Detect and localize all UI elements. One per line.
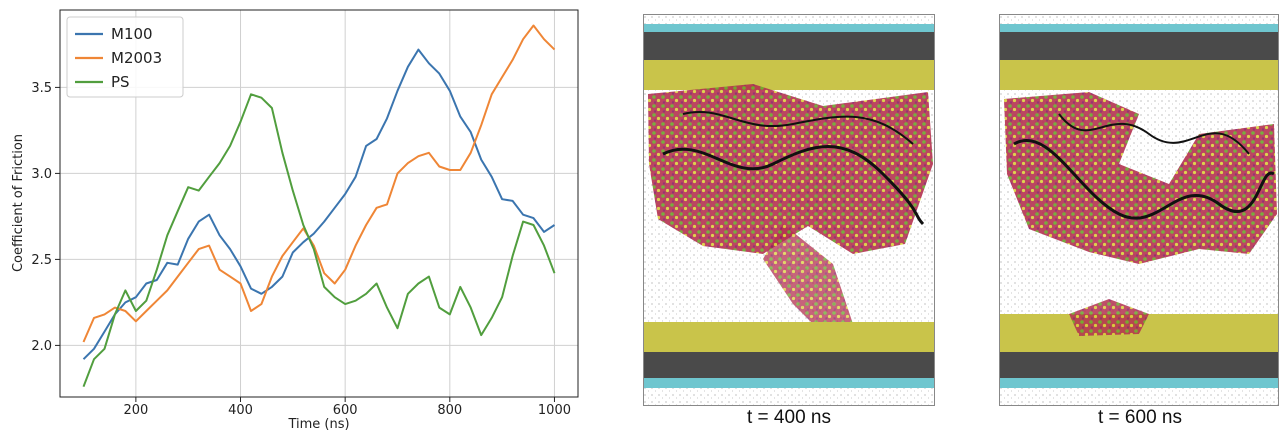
polymer-chain-black-2	[1058, 113, 1250, 155]
polymer-cluster	[1004, 92, 1277, 264]
polymer-chain-black-2	[682, 110, 914, 145]
bottom-surface-layer	[999, 378, 1279, 388]
bottom-surface-layer	[643, 378, 935, 388]
polymer-cluster	[648, 84, 933, 254]
legend-label-ps: PS	[111, 73, 130, 91]
series-line-m2003	[82, 24, 556, 343]
top-additive-layer	[643, 60, 935, 90]
x-axis-label: Time (ns)	[287, 417, 349, 431]
plot-frame	[59, 9, 579, 398]
top-surface-layer	[643, 24, 935, 32]
series-line-ps	[82, 93, 556, 388]
legend-label-m2003: M2003	[111, 49, 162, 67]
y-axis-label: Coefficient of Friction	[11, 134, 26, 272]
x-tick-label: 600	[333, 403, 358, 418]
bottom-cluster	[1069, 299, 1149, 336]
top-additive-layer	[999, 60, 1279, 90]
snapshot-600ns	[999, 14, 1279, 406]
simulation-box	[643, 14, 935, 406]
axis-ticks: 200 400 600 800 1000 2.0 2.5 3.0 3.5	[31, 81, 571, 418]
snapshot-400ns	[643, 14, 935, 406]
x-tick-label: 800	[437, 403, 462, 418]
legend: M100 M2003 PS	[66, 16, 184, 98]
legend-box	[66, 16, 184, 98]
x-tick-label: 400	[228, 403, 253, 418]
polymer-chain-black	[662, 145, 925, 226]
top-chain-layer	[999, 32, 1279, 60]
series-layer	[82, 24, 556, 388]
snapshot-caption-400ns: t = 400 ns	[747, 407, 831, 428]
y-tick-label: 2.0	[31, 339, 52, 354]
top-surface-layer	[999, 24, 1279, 32]
polymer-bridge	[763, 224, 853, 334]
legend-label-m100: M100	[111, 25, 153, 43]
bottom-chain-layer	[643, 352, 935, 378]
chart-grid	[60, 10, 578, 397]
bottom-chain-layer	[999, 352, 1279, 378]
x-tick-label: 200	[123, 403, 148, 418]
y-tick-label: 2.5	[31, 253, 52, 268]
series-line-m100	[82, 48, 556, 360]
x-tick-label: 1000	[538, 403, 571, 418]
y-tick-label: 3.5	[31, 81, 52, 96]
snapshot-caption-600ns: t = 600 ns	[1098, 407, 1182, 428]
top-chain-layer	[643, 32, 935, 60]
friction-chart: 200 400 600 800 1000 2.0 2.5 3.0 3.5 Time (ns) C…	[11, 9, 579, 431]
bottom-additive-layer	[643, 322, 935, 352]
y-tick-label: 3.0	[31, 167, 52, 182]
polymer-chain-black	[1013, 139, 1275, 220]
